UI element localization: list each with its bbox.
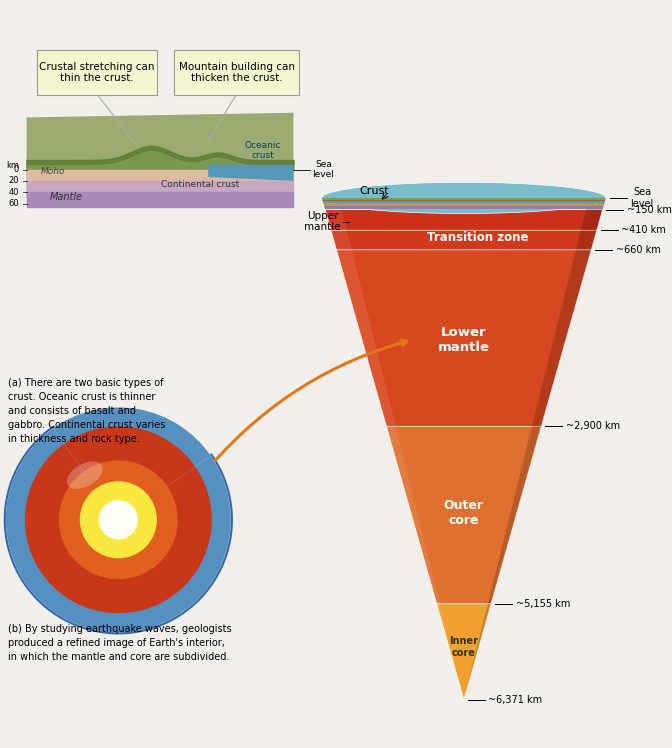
Text: Sea
level: Sea level (630, 187, 654, 209)
Polygon shape (581, 209, 603, 230)
Polygon shape (325, 209, 603, 230)
Polygon shape (386, 426, 541, 604)
Text: km: km (6, 162, 19, 171)
Polygon shape (586, 198, 606, 209)
Circle shape (86, 488, 151, 552)
Polygon shape (323, 200, 605, 201)
Text: Mantle: Mantle (50, 191, 83, 202)
Circle shape (101, 503, 135, 537)
Text: (a) There are two basic types of
crust. Oceanic crust is thinner
and consists of: (a) There are two basic types of crust. … (7, 378, 165, 444)
Polygon shape (322, 198, 342, 209)
Text: Mountain building can
thicken the crust.: Mountain building can thicken the crust. (179, 61, 294, 83)
Circle shape (99, 501, 137, 539)
Polygon shape (322, 198, 606, 209)
Polygon shape (337, 250, 591, 426)
Wedge shape (100, 488, 144, 520)
Text: Outer
core: Outer core (444, 499, 484, 527)
Wedge shape (85, 461, 167, 520)
Polygon shape (323, 203, 604, 206)
Text: 20: 20 (9, 177, 19, 186)
Circle shape (81, 482, 156, 558)
Polygon shape (26, 113, 294, 198)
Text: (b) By studying earthquake waves, geologists
produced a refined image of Earth's: (b) By studying earthquake waves, geolog… (7, 624, 231, 662)
Wedge shape (54, 408, 210, 520)
Polygon shape (437, 604, 491, 699)
Wedge shape (52, 403, 214, 520)
Polygon shape (576, 230, 597, 250)
Circle shape (7, 408, 230, 631)
Text: 60: 60 (8, 199, 19, 208)
Polygon shape (488, 426, 541, 604)
Text: ~6,371 km: ~6,371 km (489, 695, 542, 705)
Polygon shape (337, 250, 396, 426)
Wedge shape (65, 427, 194, 520)
Text: ~150 km: ~150 km (627, 205, 672, 215)
Polygon shape (386, 426, 440, 604)
Polygon shape (325, 209, 347, 230)
Circle shape (26, 427, 211, 613)
Text: ~410 km: ~410 km (622, 225, 666, 235)
Ellipse shape (322, 183, 606, 213)
Polygon shape (208, 165, 294, 181)
Text: Continental crust: Continental crust (161, 180, 239, 188)
Text: Crust: Crust (359, 186, 388, 195)
Text: Moho: Moho (41, 168, 65, 177)
Polygon shape (532, 250, 591, 426)
Circle shape (60, 461, 177, 578)
Text: ~660 km: ~660 km (616, 245, 661, 255)
Text: 0: 0 (13, 165, 19, 174)
Polygon shape (331, 230, 597, 250)
Polygon shape (437, 604, 464, 699)
Text: Upper
mantle: Upper mantle (304, 211, 341, 233)
FancyBboxPatch shape (174, 50, 299, 95)
Text: ~5,155 km: ~5,155 km (515, 599, 570, 609)
Text: ~2,900 km: ~2,900 km (566, 421, 620, 432)
Text: Crustal stretching can
thin the crust.: Crustal stretching can thin the crust. (39, 61, 155, 83)
Text: Transition zone: Transition zone (427, 231, 529, 244)
Text: Lower
mantle: Lower mantle (438, 325, 490, 354)
Text: Oceanic
crust: Oceanic crust (244, 141, 281, 160)
FancyBboxPatch shape (37, 50, 157, 95)
Text: 40: 40 (9, 188, 19, 197)
Ellipse shape (67, 462, 103, 489)
Polygon shape (322, 198, 606, 200)
Text: Sea
level: Sea level (312, 160, 334, 180)
Polygon shape (331, 230, 352, 250)
Polygon shape (464, 604, 491, 699)
Text: Inner
core: Inner core (450, 636, 478, 657)
Polygon shape (324, 206, 603, 209)
Polygon shape (323, 201, 605, 203)
